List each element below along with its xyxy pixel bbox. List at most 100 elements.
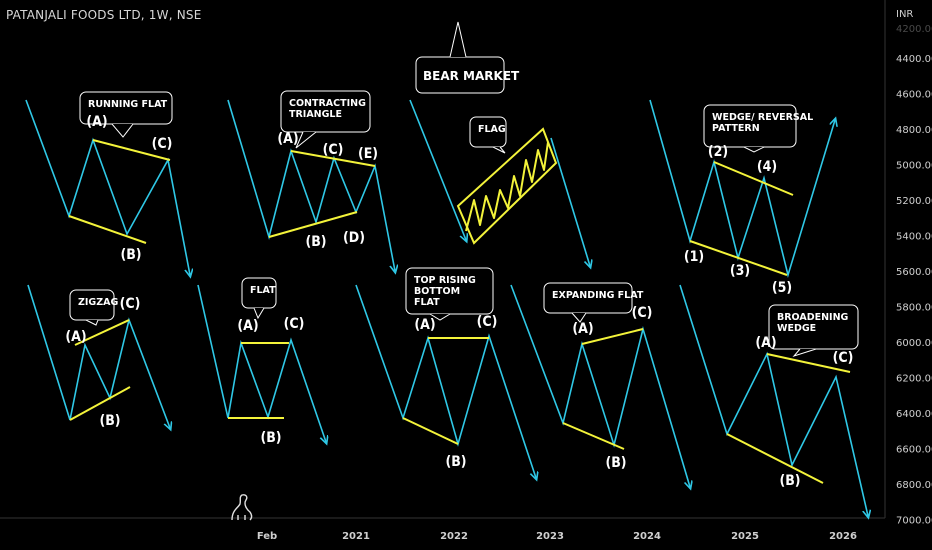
channel-running-flat-high xyxy=(92,139,171,161)
wave-flat xyxy=(197,284,326,442)
wave-label: (A) xyxy=(65,329,86,345)
wave-label: (A) xyxy=(414,317,435,333)
price-tick: 6600.00 xyxy=(896,445,932,456)
wave-running-flat xyxy=(25,99,190,275)
callout-tail xyxy=(492,146,506,154)
wave-bear-continue xyxy=(550,137,590,266)
time-tick: 2023 xyxy=(536,531,564,542)
wave-label: (4) xyxy=(757,159,777,175)
wave-label: (B) xyxy=(605,455,626,471)
price-tick: 4400.00 xyxy=(896,54,932,65)
flag-wave xyxy=(465,141,549,232)
price-tick: 5800.00 xyxy=(896,303,932,314)
time-tick: 2024 xyxy=(633,531,661,542)
price-tick: 6800.00 xyxy=(896,480,932,491)
price-tick: 5600.00 xyxy=(896,267,932,278)
callout-text: WEDGE/ REVERSAL PATTERN xyxy=(712,112,813,134)
callout-tail xyxy=(792,348,817,358)
callout-tail xyxy=(111,123,134,138)
callout-5: ZIGZAG xyxy=(69,289,118,326)
callout-box xyxy=(543,282,633,314)
channel-flag xyxy=(456,127,558,245)
callout-tail xyxy=(743,146,765,153)
channel-bw-low xyxy=(726,433,824,484)
price-tick: 4800.00 xyxy=(896,125,932,136)
callout-6: FLAT xyxy=(241,277,277,320)
callout-text: BROADENING WEDGE xyxy=(777,312,849,334)
dino-logo-icon xyxy=(231,494,253,521)
price-axis[interactable]: INR 4200.00 4400.00 4600.00 4800.00 5000.00… xyxy=(884,0,932,527)
wave-label: (C) xyxy=(477,314,498,330)
wave-label: (A) xyxy=(277,131,298,147)
time-tick: 2026 xyxy=(829,531,857,542)
channel-running-flat-low xyxy=(68,215,147,244)
channel-zigzag-low xyxy=(69,386,131,421)
wave-label: (E) xyxy=(358,146,378,162)
wave-label: (C) xyxy=(152,136,173,152)
callout-text: BEAR MARKET xyxy=(423,69,520,83)
wave-label: (A) xyxy=(237,318,258,334)
wave-label: (B) xyxy=(779,473,800,489)
channel-bw-high xyxy=(766,353,851,373)
wave-expanding-flat xyxy=(510,284,690,487)
callout-tail xyxy=(295,131,317,149)
time-tick: 2021 xyxy=(342,531,370,542)
wave-label: (D) xyxy=(343,230,365,246)
callout-layer: RUNNING FLAT CONTRACTING TRIANGLE BEAR MARK… xyxy=(69,21,859,358)
callout-text: FLAT xyxy=(250,285,276,296)
wave-label: (C) xyxy=(120,296,141,312)
wave-label: (B) xyxy=(445,454,466,470)
time-tick: 2025 xyxy=(731,531,759,542)
price-tick: 7000.00 xyxy=(896,516,932,527)
wave-bear-down xyxy=(409,99,466,240)
wave-zigzag xyxy=(27,284,170,428)
channel-wedge-high xyxy=(713,161,794,196)
callout-text: EXPANDING FLAT xyxy=(552,290,644,301)
wave-broadening xyxy=(679,284,868,516)
price-tick: 6200.00 xyxy=(896,374,932,385)
wave-contracting-triangle xyxy=(227,99,395,271)
channel-ef-low xyxy=(562,422,625,450)
callout-2: BEAR MARKET xyxy=(415,21,520,94)
wave-label: (B) xyxy=(260,430,281,446)
wave-label: (A) xyxy=(755,335,776,351)
channel-trbf-low xyxy=(402,417,459,445)
callout-tail xyxy=(429,313,451,321)
wave-label: (1) xyxy=(684,249,704,265)
callout-box xyxy=(469,116,507,148)
wave-label: (A) xyxy=(86,114,107,130)
callout-8: EXPANDING FLAT xyxy=(543,282,644,323)
callout-tail xyxy=(449,21,467,58)
callout-box xyxy=(280,90,371,133)
wave-label: (C) xyxy=(284,316,305,332)
price-tick: 5400.00 xyxy=(896,232,932,243)
channel-wedge-low xyxy=(689,240,788,276)
flag-squiggle xyxy=(465,141,549,232)
callout-9: BROADENING WEDGE xyxy=(768,304,859,358)
callout-text: FLAG xyxy=(478,124,506,135)
price-tick: 6400.00 xyxy=(896,409,932,420)
callout-text: TOP RISING BOTTOM FLAT xyxy=(414,275,476,308)
time-tick: 2022 xyxy=(440,531,468,542)
callout-text: ZIGZAG xyxy=(78,297,118,308)
wave-label: (C) xyxy=(833,350,854,366)
time-tick: Feb xyxy=(257,531,277,542)
callout-tail xyxy=(571,312,587,323)
wave-label: (5) xyxy=(772,280,792,296)
channel-zigzag-high xyxy=(74,319,130,346)
channel-ct-low xyxy=(268,211,358,238)
time-axis[interactable]: Feb 2021 2022 2023 2024 2025 2026 xyxy=(0,517,885,542)
wave-label: (2) xyxy=(708,144,728,160)
callout-text: CONTRACTING TRIANGLE xyxy=(289,98,366,120)
callout-1: CONTRACTING TRIANGLE xyxy=(280,90,371,149)
price-tick: 6000.00 xyxy=(896,338,932,349)
wave-label: (C) xyxy=(632,305,653,321)
callout-tail xyxy=(253,307,265,320)
callout-text: RUNNING FLAT xyxy=(88,99,168,110)
wave-label-layer: (A) (B) (C) (A) (B) (C) (D) (E) (1) (2) (3) (4) (5) (… xyxy=(65,114,853,489)
chart-title: PATANJALI FOODS LTD, 1W, NSE xyxy=(6,8,202,22)
price-tick: 5200.00 xyxy=(896,196,932,207)
wave-label: (B) xyxy=(305,234,326,250)
price-tick: 4600.00 xyxy=(896,90,932,101)
